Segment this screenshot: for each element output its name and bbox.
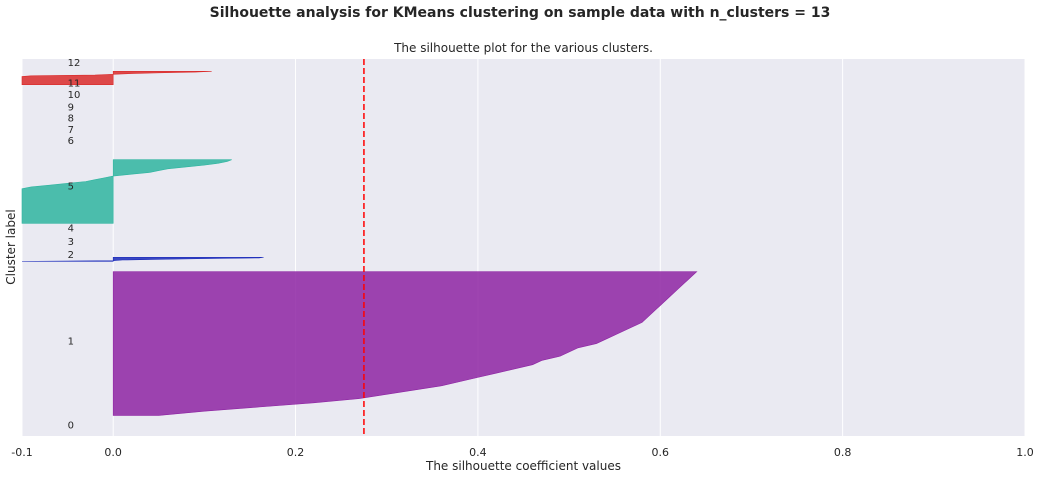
x-tick-label: -0.1: [11, 446, 32, 459]
cluster-label: 4: [68, 223, 74, 234]
cluster-label: 2: [68, 250, 74, 261]
cluster-label: 5: [68, 181, 74, 192]
x-tick-labels: -0.1 0.0 0.2 0.4 0.6 0.8 1.0: [11, 446, 1033, 459]
x-tick-label: 0.4: [469, 446, 487, 459]
y-axis-label: Cluster label: [4, 209, 18, 284]
x-tick-label: 0.0: [104, 446, 122, 459]
x-tick-label: 1.0: [1016, 446, 1034, 459]
cluster-label: 0: [68, 421, 74, 432]
cluster-label: 8: [68, 114, 74, 125]
cluster-label: 9: [68, 102, 74, 113]
x-tick-label: 0.2: [287, 446, 305, 459]
cluster-label: 7: [68, 125, 74, 136]
x-tick-label: 0.6: [652, 446, 670, 459]
cluster-label: 12: [68, 58, 81, 69]
x-axis-label: The silhouette coefficient values: [425, 459, 621, 473]
cluster-label: 1: [68, 336, 74, 347]
cluster-label: 11: [68, 79, 81, 90]
cluster-label: 3: [68, 237, 74, 248]
x-tick-label: 0.8: [834, 446, 852, 459]
cluster-label: 6: [68, 136, 74, 147]
cluster-label: 10: [68, 90, 81, 101]
plot-title: The silhouette plot for the various clus…: [393, 41, 653, 55]
